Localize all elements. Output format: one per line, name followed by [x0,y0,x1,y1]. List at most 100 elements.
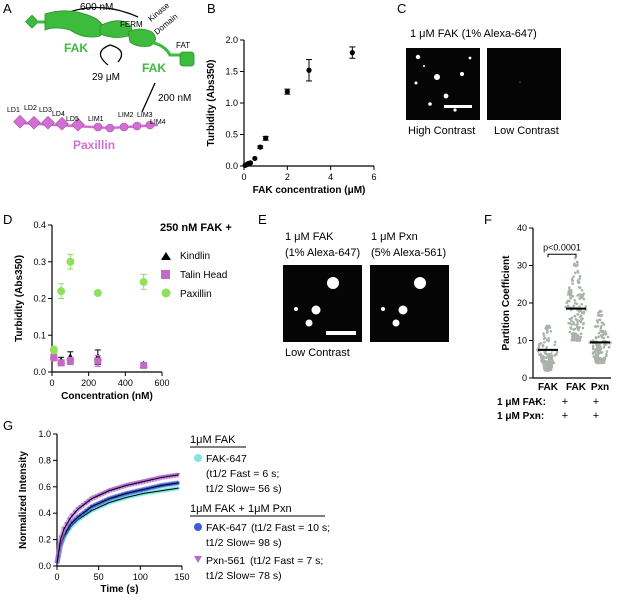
legend-s1-name: FAK-647 [206,453,247,465]
legend-s1-fast: (t1/2 Fast = 6 s; [206,468,279,480]
partition-point [572,322,576,326]
y-tick-label: 0 [522,373,527,383]
partition-point [581,326,585,330]
caption-high-contrast: High Contrast [408,125,475,137]
partition-point [578,319,582,322]
label-ld4: LD4 [52,111,65,118]
panel-e-right-line1: 1 μM Pxn [371,231,418,243]
partition-point [576,312,579,316]
partition-point [578,275,582,278]
panel-g: G 0.0 0.2 0.4 0.6 0.8 1.0 0 50 100 150 Time (s) Nor… [3,418,330,595]
partition-point [599,348,602,351]
row2-col3: + [593,410,599,422]
x-tick-label: 100 [133,572,148,582]
row2-label: 1 μM Pxn: [497,411,544,422]
partition-point [603,343,606,347]
fak-ferm-right [99,20,133,38]
label-lim2: LIM2 [118,112,134,119]
partition-point [567,321,571,325]
droplet-low [519,81,521,83]
partition-point [569,296,572,300]
partition-point [579,295,582,299]
partition-point [594,357,598,360]
data-point [257,144,263,150]
x-tick-label: 400 [118,378,133,388]
partition-point [542,332,545,335]
partition-point [564,305,567,309]
partition-point [544,327,548,330]
label-fat: FAT [176,41,190,50]
panel-c-title: 1 μM FAK (1% Alexa-647) [410,28,537,40]
chart-b: 0.0 0.5 1.0 1.5 2.0 0 2 4 6 FAK concentration (μM… [206,35,377,196]
partition-point [576,279,580,282]
partition-point [597,357,600,360]
category-label: FAK [566,382,587,393]
partition-point [554,340,557,344]
partition-point [570,316,574,320]
partition-point [598,313,601,317]
droplets-pxn [381,277,426,327]
legend-s3-slow: t1/2 Slow= 78 s) [206,570,282,582]
partition-point [576,322,579,326]
partition-point [548,367,552,371]
fak-label-left: FAK [64,41,88,55]
partition-point [568,286,571,289]
y-tick-label: 1.5 [225,67,238,77]
image-pxn-561 [370,265,449,342]
partition-point [542,337,546,341]
label-lim3: LIM3 [137,112,153,119]
paxillin-point [93,288,102,297]
legend-paxillin-marker [161,288,171,298]
legend-s1-slow: t1/2 Slow= 56 s) [206,483,282,495]
y-axis-label: Normalized Intensity [18,451,29,549]
partition-point [569,319,573,322]
legend-d: Kindlin Talin Head Paxillin [161,251,227,300]
chart-g: 0.0 0.2 0.4 0.6 0.8 1.0 0 50 100 150 Time (s) Norma… [18,429,190,595]
y-tick-label: 0.0 [33,367,46,377]
panel-label-e: E [258,212,267,227]
panel-label-f: F [484,212,492,227]
partition-point [571,295,575,298]
partition-point [577,285,581,289]
row2-col2: + [562,410,568,422]
partition-point [537,344,541,348]
partition-point [594,336,598,340]
partition-point [596,324,600,328]
partition-point [601,321,605,325]
legend-g-header2: 1μM FAK + 1μM Pxn [190,503,292,515]
panel-c: C 1 μM FAK (1% Alexa-647) High Contrast … [397,1,561,137]
partition-point [600,351,604,354]
partition-point [604,354,608,358]
arrow-200nm [141,82,156,113]
partition-point [578,305,581,308]
legend-s1-marker [194,454,202,462]
partition-point [542,366,546,369]
partition-point [574,318,578,321]
chart-f: 0 10 20 30 40 Partition Coefficient FAK FAK Pxn p… [501,223,612,393]
partition-point [570,279,574,282]
data-point [252,155,258,162]
category-label: Pxn [591,382,609,393]
fak-label-right: FAK [142,61,166,75]
partition-point [578,337,582,340]
x-tick-label: 0 [241,172,246,182]
partition-point [600,335,604,339]
panel-label-b: B [207,1,216,16]
partition-point [574,336,578,339]
y-tick-label: 0.0 [225,161,238,171]
scale-bar-e [326,331,356,335]
panel-e-left-line2: (1% Alexa-647) [285,247,360,259]
label-ld1: LD1 [7,107,20,114]
partition-point [599,326,603,330]
partition-point [550,365,554,369]
y-tick-label: 2.0 [225,35,238,45]
partition-point [579,332,583,336]
scale-bar-c [444,105,472,108]
x-axis-label: Concentration (nM) [61,391,153,402]
partition-point [565,301,569,305]
x-tick-label: 50 [94,572,104,582]
legend-talin: Talin Head [180,270,227,281]
partition-point [538,353,541,357]
y-tick-label: 10 [517,336,527,346]
legend-talin-marker [161,270,170,279]
